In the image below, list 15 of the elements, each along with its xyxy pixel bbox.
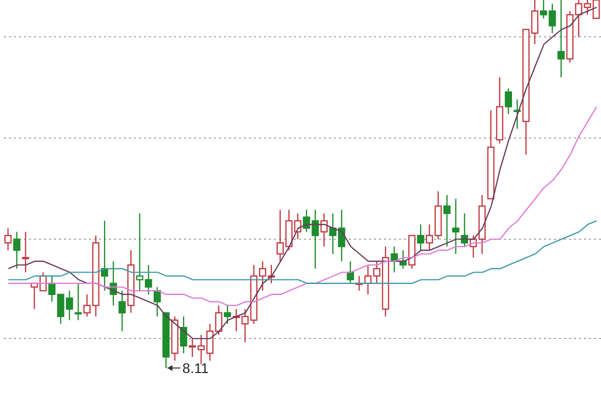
annotation: 8.11	[182, 360, 209, 376]
candlestick	[417, 224, 424, 251]
candlestick	[118, 290, 126, 332]
candlestick	[154, 286, 161, 318]
candlestick	[504, 88, 512, 115]
candlestick	[320, 212, 328, 248]
candlestick	[180, 316, 188, 354]
candlestick	[346, 260, 354, 284]
candlestick	[224, 304, 232, 324]
candlestick	[443, 194, 451, 248]
candlestick	[22, 231, 30, 273]
candlestick	[452, 198, 460, 255]
candlestick	[558, 0, 565, 78]
candlestick	[13, 231, 20, 270]
candlestick	[4, 228, 12, 251]
